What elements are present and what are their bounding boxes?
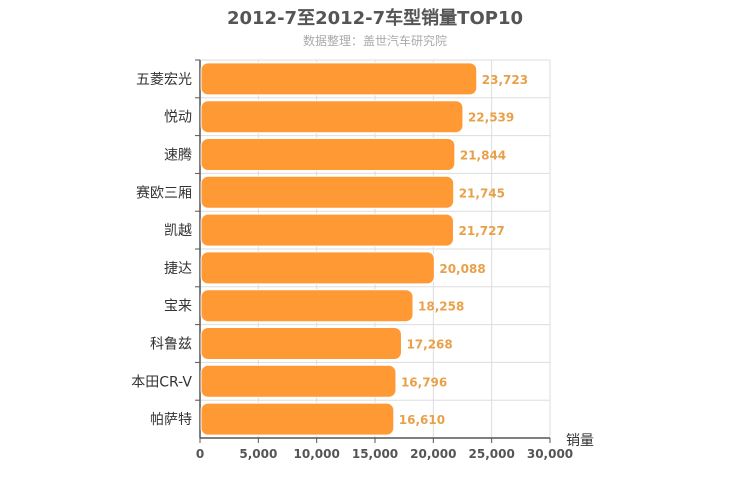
- bar: [200, 213, 454, 247]
- bar-value-label: 20,088: [439, 262, 485, 276]
- x-tick-label: 15,000: [352, 447, 398, 461]
- bar-value-label: 21,727: [458, 224, 504, 238]
- x-tick-label: 20,000: [410, 447, 456, 461]
- x-tick-label: 5,000: [239, 447, 277, 461]
- bar-value-label: 16,610: [399, 413, 445, 427]
- x-axis-title: 销量: [566, 433, 594, 449]
- bar: [200, 402, 395, 436]
- category-label: 帕萨特: [150, 412, 192, 428]
- category-label: 宝来: [164, 299, 192, 315]
- chart-subtitle: 数据整理：盖世汽车研究院: [302, 34, 447, 48]
- bar-value-label: 16,796: [401, 375, 447, 389]
- chart-title: 2012-7至2012-7车型销量TOP10: [226, 8, 523, 29]
- category-label: 悦动: [164, 110, 192, 126]
- category-label: 捷达: [164, 261, 192, 277]
- category-label: 凯越: [164, 223, 192, 239]
- category-label: 科鲁兹: [150, 337, 192, 353]
- bar-value-label: 21,844: [460, 149, 506, 163]
- bar: [200, 175, 455, 209]
- category-label: 五菱宏光: [136, 72, 192, 88]
- bar: [200, 138, 456, 171]
- bar-value-label: 17,268: [406, 338, 452, 352]
- x-tick-label: 25,000: [469, 447, 515, 461]
- bar: [200, 62, 478, 96]
- category-label: 本田CR-V: [131, 374, 192, 390]
- bar: [200, 251, 435, 285]
- bar-value-label: 21,745: [459, 186, 505, 200]
- bar-value-label: 22,539: [468, 111, 514, 125]
- x-tick-label: 0: [196, 447, 204, 461]
- bar-value-label: 23,723: [482, 73, 528, 87]
- bar: [200, 327, 402, 360]
- bar: [200, 364, 397, 398]
- bar-value-label: 18,258: [418, 300, 464, 314]
- bar: [200, 100, 464, 134]
- bar: [200, 289, 414, 323]
- category-label: 速腾: [164, 147, 192, 164]
- x-tick-label: 30,000: [527, 447, 573, 461]
- category-label: 赛欧三厢: [136, 185, 192, 201]
- x-tick-label: 10,000: [294, 447, 340, 461]
